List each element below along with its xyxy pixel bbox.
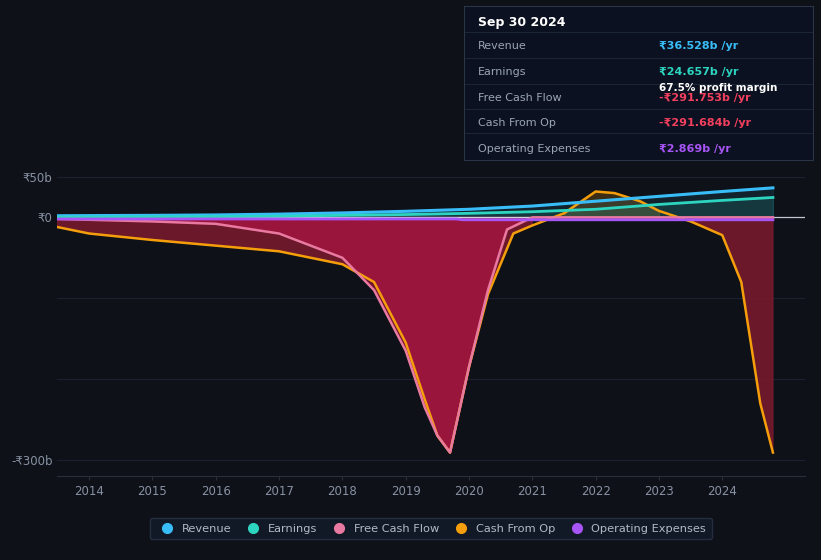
Text: Free Cash Flow: Free Cash Flow [478,94,562,104]
Text: ₹36.528b /yr: ₹36.528b /yr [659,41,739,51]
Text: Revenue: Revenue [478,41,526,51]
Text: -₹291.684b /yr: -₹291.684b /yr [659,118,751,128]
Text: 67.5% profit margin: 67.5% profit margin [659,83,777,92]
Legend: Revenue, Earnings, Free Cash Flow, Cash From Op, Operating Expenses: Revenue, Earnings, Free Cash Flow, Cash … [150,518,712,539]
Text: Sep 30 2024: Sep 30 2024 [478,16,566,29]
Text: ₹24.657b /yr: ₹24.657b /yr [659,67,739,77]
Text: ₹2.869b /yr: ₹2.869b /yr [659,144,732,154]
Text: Cash From Op: Cash From Op [478,118,556,128]
Text: -₹291.753b /yr: -₹291.753b /yr [659,94,751,104]
Text: Earnings: Earnings [478,67,526,77]
Text: Operating Expenses: Operating Expenses [478,144,590,154]
